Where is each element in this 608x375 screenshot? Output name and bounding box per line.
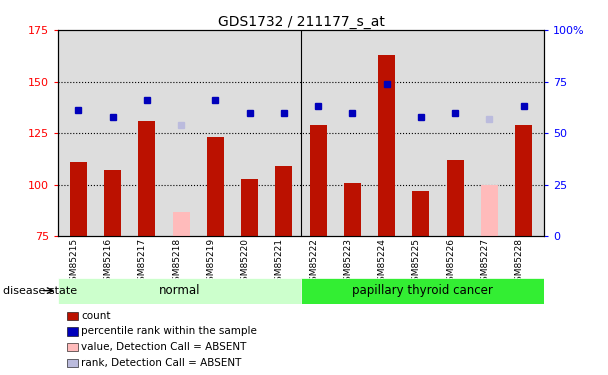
Bar — [515, 125, 532, 236]
Text: papillary thyroid cancer: papillary thyroid cancer — [352, 284, 493, 297]
Text: GSM85219: GSM85219 — [206, 238, 215, 287]
Bar — [481, 185, 498, 236]
Text: count: count — [81, 311, 111, 321]
Bar — [412, 191, 429, 236]
Text: GSM85227: GSM85227 — [480, 238, 489, 287]
Text: GSM85226: GSM85226 — [446, 238, 455, 287]
Bar — [378, 55, 395, 236]
Title: GDS1732 / 211177_s_at: GDS1732 / 211177_s_at — [218, 15, 384, 29]
Bar — [309, 125, 326, 236]
Text: GSM85221: GSM85221 — [275, 238, 284, 287]
Text: GSM85225: GSM85225 — [412, 238, 421, 287]
Text: GSM85222: GSM85222 — [309, 238, 318, 287]
Text: rank, Detection Call = ABSENT: rank, Detection Call = ABSENT — [81, 358, 242, 368]
Bar — [446, 160, 464, 236]
Text: normal: normal — [159, 284, 200, 297]
Bar — [70, 162, 87, 236]
Text: GSM85215: GSM85215 — [69, 238, 78, 287]
Bar — [207, 137, 224, 236]
Text: GSM85223: GSM85223 — [344, 238, 353, 287]
Bar — [275, 166, 292, 236]
Bar — [104, 170, 121, 236]
Bar — [58, 278, 301, 304]
Text: value, Detection Call = ABSENT: value, Detection Call = ABSENT — [81, 342, 247, 352]
Text: percentile rank within the sample: percentile rank within the sample — [81, 327, 257, 336]
Text: GSM85228: GSM85228 — [514, 238, 523, 287]
Text: GSM85217: GSM85217 — [138, 238, 147, 287]
Bar — [241, 178, 258, 236]
Text: GSM85216: GSM85216 — [103, 238, 112, 287]
Text: disease state: disease state — [3, 286, 77, 296]
Bar — [173, 211, 190, 236]
Bar — [301, 278, 544, 304]
Text: GSM85220: GSM85220 — [241, 238, 249, 287]
Text: GSM85218: GSM85218 — [172, 238, 181, 287]
Bar — [138, 121, 156, 236]
Bar — [344, 183, 361, 236]
Text: GSM85224: GSM85224 — [378, 238, 387, 287]
